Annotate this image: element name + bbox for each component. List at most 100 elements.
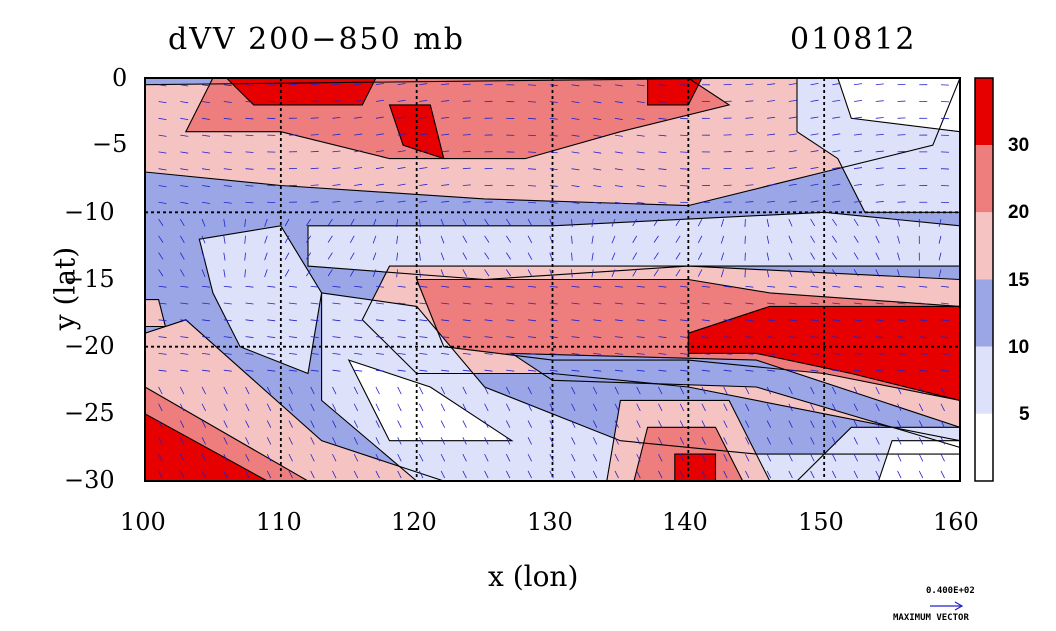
wind-arrow <box>810 319 819 322</box>
wind-arrow <box>854 369 863 372</box>
wind-arrow <box>201 218 206 227</box>
field-band <box>389 104 444 159</box>
wind-arrow <box>397 336 406 338</box>
wind-arrow <box>332 285 341 288</box>
wind-arrow <box>680 352 689 355</box>
wind-arrow <box>701 352 710 355</box>
wind-arrow <box>527 252 533 260</box>
wind-arrow <box>397 116 406 119</box>
wind-arrow <box>875 252 880 260</box>
wind-arrow <box>223 352 232 355</box>
colorbar-label: 20 <box>1008 202 1030 223</box>
wind-arrow <box>875 352 884 355</box>
wind-arrow <box>592 453 598 462</box>
wind-arrow <box>897 285 906 288</box>
wind-arrow <box>353 437 359 445</box>
wind-arrow <box>419 453 424 462</box>
wind-arrow <box>767 167 776 170</box>
wind-arrow <box>919 336 928 338</box>
wind-arrow <box>832 336 841 338</box>
wind-arrow <box>549 336 558 338</box>
wind-arrow <box>767 184 776 186</box>
wind-arrow <box>614 201 623 204</box>
wind-arrow <box>745 403 750 412</box>
wind-arrow <box>179 218 185 227</box>
wind-arrow <box>201 453 206 462</box>
wind-arrow <box>680 319 689 322</box>
wind-arrow <box>940 437 945 445</box>
wind-arrow <box>614 403 619 412</box>
wind-arrow <box>875 437 880 445</box>
wind-arrow <box>527 470 532 479</box>
contour-line <box>796 426 960 481</box>
wind-arrow <box>354 369 363 372</box>
wind-arrow <box>419 336 428 338</box>
wind-arrow <box>636 84 645 87</box>
wind-arrow <box>372 218 377 227</box>
wind-arrow <box>462 83 471 86</box>
wind-arrow <box>697 235 703 244</box>
wind-arrow <box>658 453 663 462</box>
wind-arrow <box>591 218 594 228</box>
wind-arrow <box>680 285 689 288</box>
wind-arrow <box>745 437 750 445</box>
wind-arrow <box>528 352 537 355</box>
wind-arrow <box>310 134 319 136</box>
contour-line <box>687 305 960 401</box>
wind-arrow <box>549 319 558 322</box>
wind-arrow <box>810 336 819 338</box>
y-tick-label: −25 <box>64 399 115 427</box>
wind-arrow <box>327 235 333 243</box>
field-band <box>837 78 960 132</box>
contour-line <box>877 440 960 481</box>
wind-arrow <box>245 470 250 479</box>
wind-arrow <box>701 369 710 372</box>
wind-arrow <box>788 200 797 203</box>
wind-arrow <box>375 116 384 119</box>
wind-arrow <box>223 302 232 305</box>
wind-arrow <box>332 369 341 372</box>
wind-arrow <box>679 420 685 428</box>
wind-arrow <box>831 453 837 462</box>
wind-arrow <box>288 386 293 395</box>
colorbar-segment <box>975 346 993 414</box>
wind-arrow <box>397 369 406 372</box>
wind-arrow <box>158 269 164 277</box>
wind-arrow <box>745 369 754 372</box>
colorbar-label: 5 <box>1019 404 1030 425</box>
wind-arrow <box>701 302 710 305</box>
wind-arrow <box>310 369 319 372</box>
wind-arrow <box>201 386 206 395</box>
wind-arrow <box>375 133 384 136</box>
wind-arrow <box>810 99 819 102</box>
wind-arrow <box>223 319 232 322</box>
wind-arrow <box>766 235 770 244</box>
wind-arrow <box>788 352 797 355</box>
wind-arrow <box>571 84 580 87</box>
wind-arrow <box>831 386 837 395</box>
wind-arrow <box>571 352 580 355</box>
wind-arrow <box>897 319 906 322</box>
wind-arrow <box>875 369 884 372</box>
wind-arrow <box>202 285 211 288</box>
wind-arrow <box>245 185 254 187</box>
wind-arrow <box>632 252 638 260</box>
wind-arrow <box>310 285 319 288</box>
wind-arrow <box>723 453 728 462</box>
wind-arrow <box>720 218 725 227</box>
wind-arrow <box>505 437 511 445</box>
wind-arrow <box>179 252 185 260</box>
wind-arrow <box>179 269 185 277</box>
wind-arrow <box>853 420 858 428</box>
wind-arrow <box>528 134 537 137</box>
wind-arrow <box>810 116 819 119</box>
wind-arrow <box>658 101 667 103</box>
wind-arrow <box>441 336 450 338</box>
wind-arrow <box>549 369 558 372</box>
wind-arrow <box>332 336 341 338</box>
wind-arrow <box>745 184 754 186</box>
contour-line <box>307 211 960 281</box>
wind-arrow <box>158 168 167 171</box>
wind-arrow <box>397 453 402 462</box>
wind-arrow <box>875 150 884 153</box>
